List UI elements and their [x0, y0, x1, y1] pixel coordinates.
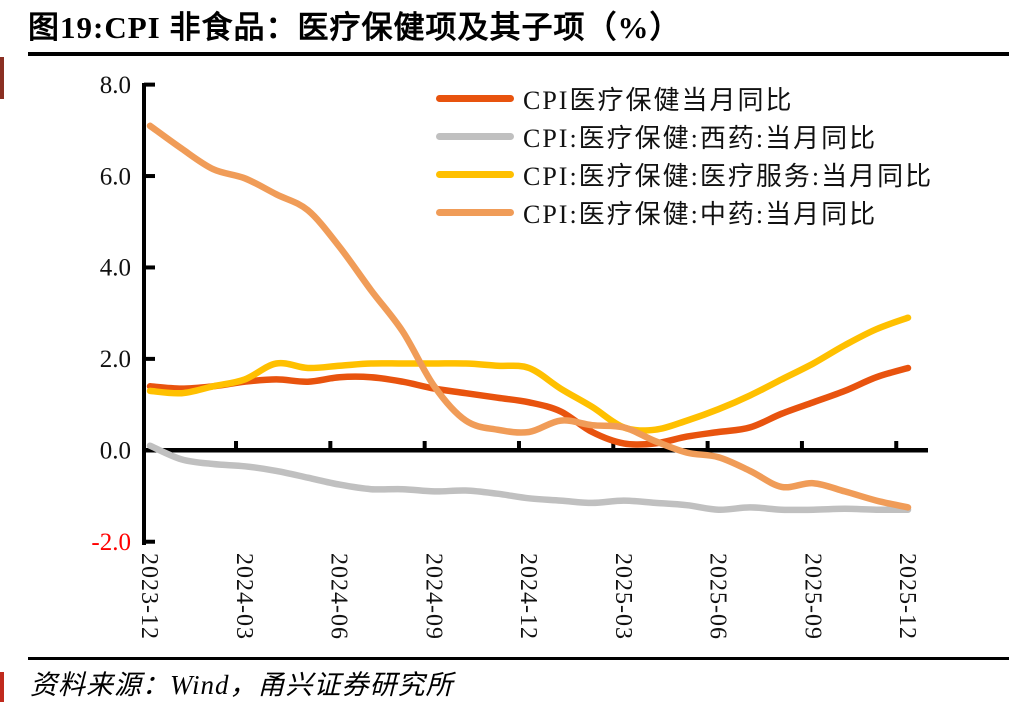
legend-swatch-line: [436, 94, 514, 102]
x-axis-tick-label: 2024-09: [420, 553, 446, 640]
y-axis-tick-label: 4.0: [100, 255, 131, 282]
y-axis-tick-label: 8.0: [100, 72, 131, 99]
page-edge-mark-top: [0, 57, 4, 99]
figure-title: 图19:CPI 非食品：医疗保健项及其子项（%）: [28, 10, 682, 45]
legend-item-label: CPI:医疗保健:西药:当月同比: [523, 123, 878, 153]
y-axis-tick-label: 0.0: [100, 438, 131, 465]
x-axis-tick-label: 2025-09: [799, 553, 825, 640]
legend-item: CPI医疗保健当月同比: [436, 79, 933, 117]
x-axis-tick-label: 2024-06: [326, 553, 352, 640]
chart-legend: CPI医疗保健当月同比 CPI:医疗保健:西药:当月同比 CPI:医疗保健:医疗服务…: [436, 79, 933, 231]
legend-swatch-line: [436, 170, 514, 178]
series-line-2: [146, 314, 912, 434]
legend-item-label: CPI:医疗保健:中药:当月同比: [523, 199, 878, 229]
x-axis-tick-label: 2024-03: [231, 553, 257, 640]
source-note: 资料来源：Wind，甬兴证券研究所: [30, 670, 454, 700]
legend-item: CPI:医疗保健:医疗服务:当月同比: [436, 155, 933, 193]
source-divider: [28, 657, 1009, 660]
legend-item: CPI:医疗保健:西药:当月同比: [436, 117, 933, 155]
title-divider: [28, 52, 1009, 56]
series-line-0: [146, 364, 912, 448]
x-axis-tick-label: 2024-12: [515, 553, 541, 640]
legend-swatch-line: [436, 208, 514, 216]
y-axis-tick-label: 6.0: [100, 163, 131, 190]
legend-swatch-line: [436, 132, 514, 140]
x-axis-tick-label: 2025-12: [894, 553, 920, 640]
y-axis-tick-label: 2.0: [100, 346, 131, 373]
x-axis-tick-label: 2025-06: [705, 553, 731, 640]
legend-item: CPI:医疗保健:中药:当月同比: [436, 193, 933, 231]
x-axis-tick-label: 2025-03: [610, 553, 636, 640]
y-axis-tick-label: -2.0: [91, 529, 131, 556]
series-line-3: [146, 122, 912, 511]
x-axis-tick-label: 2023-12: [136, 553, 162, 640]
page-edge-mark-bottom: [0, 672, 4, 702]
legend-item-label: CPI医疗保健当月同比: [523, 85, 794, 115]
series-line-1: [146, 442, 912, 514]
legend-item-label: CPI:医疗保健:医疗服务:当月同比: [523, 161, 934, 191]
